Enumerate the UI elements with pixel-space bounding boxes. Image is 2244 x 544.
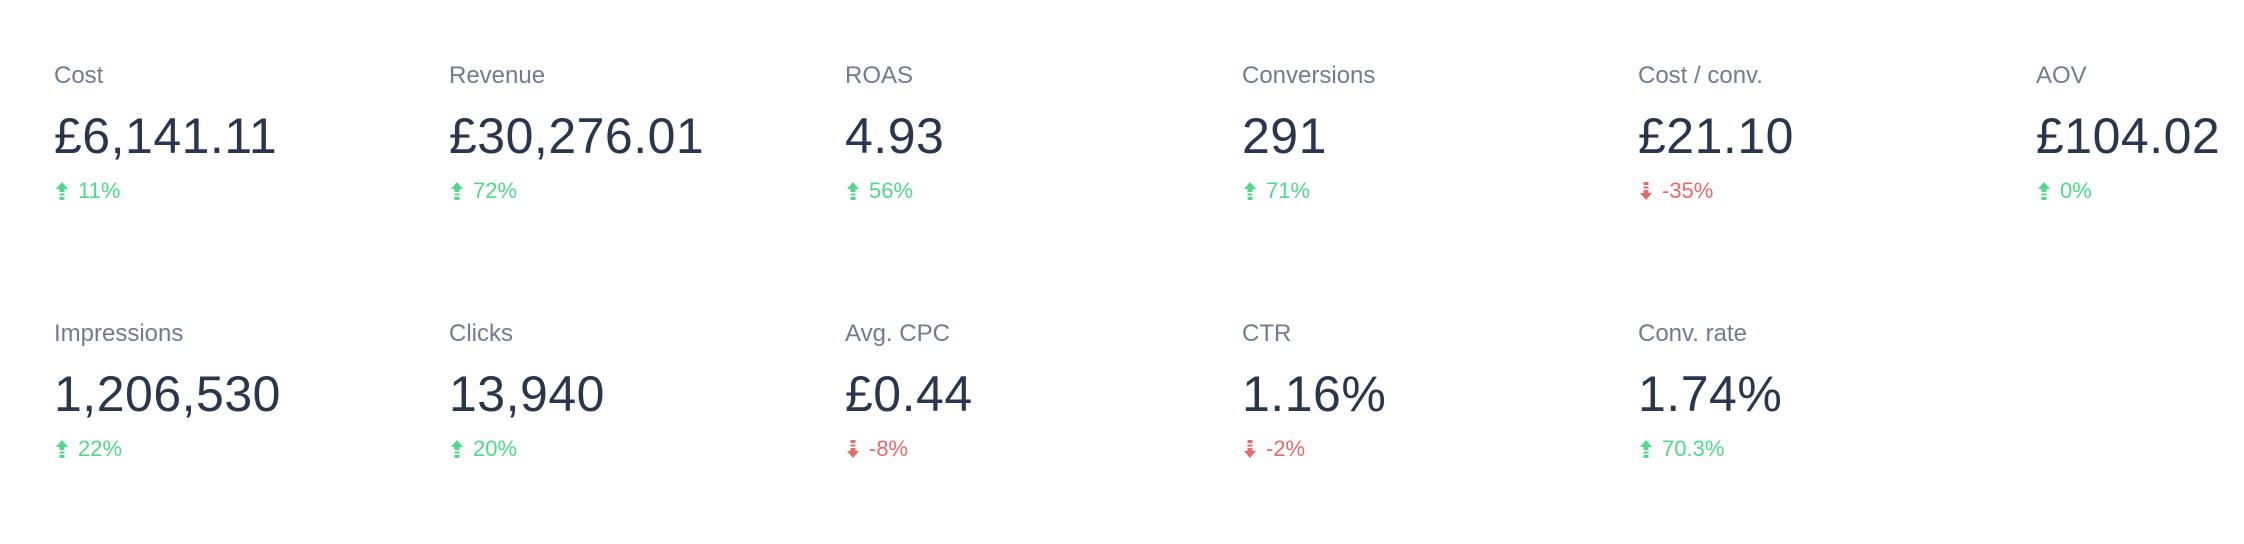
metric-value: 1.74% (1638, 366, 1783, 422)
metric-change: -8% (847, 434, 908, 464)
metric-change: 0% (2038, 176, 2092, 206)
metric-change: 22% (56, 434, 122, 464)
metric-card-cost-per-conversion: Cost / conv. £21.10 -35% (1638, 60, 1998, 230)
arrow-down-icon (1640, 182, 1652, 200)
metric-label: ROAS (845, 62, 914, 89)
metric-change-value: 0% (2060, 178, 2092, 203)
metrics-row-secondary: Impressions 1,206,530 22% Clicks 13,940 … (0, 318, 2244, 488)
metric-label: Revenue (449, 62, 546, 89)
metric-label: AOV (2036, 62, 2087, 89)
metric-value: £6,141.11 (54, 108, 278, 164)
metric-card-avg-cpc: Avg. CPC £0.44 -8% (845, 318, 1205, 488)
metric-card-conversions: Conversions 291 71% (1242, 60, 1602, 230)
metric-change: 72% (451, 176, 517, 206)
metric-change: 70.3% (1640, 434, 1724, 464)
metric-value: 1.16% (1242, 366, 1387, 422)
metric-label: Impressions (54, 320, 184, 347)
metric-value: 291 (1242, 108, 1327, 164)
metric-label: Conversions (1242, 62, 1376, 89)
metric-value: £104.02 (2036, 108, 2221, 164)
metric-label: Cost / conv. (1638, 62, 1763, 89)
metric-card-cost: Cost £6,141.11 11% (54, 60, 414, 230)
metric-card-conv-rate: Conv. rate 1.74% 70.3% (1638, 318, 1998, 488)
arrow-up-icon (56, 440, 68, 458)
metric-change: -2% (1244, 434, 1305, 464)
metric-value: £0.44 (845, 366, 973, 422)
metric-value: 4.93 (845, 108, 945, 164)
metric-value: 1,206,530 (54, 366, 281, 422)
metric-card-aov: AOV £104.02 0% (2036, 60, 2244, 230)
metric-change-value: 11% (78, 178, 121, 203)
metric-label: Clicks (449, 320, 513, 347)
arrow-down-icon (1244, 440, 1256, 458)
metric-card-ctr: CTR 1.16% -2% (1242, 318, 1602, 488)
metric-value: £30,276.01 (449, 108, 705, 164)
arrow-up-icon (1244, 182, 1256, 200)
metric-label: Conv. rate (1638, 320, 1747, 347)
metric-value: 13,940 (449, 366, 605, 422)
metric-change: 20% (451, 434, 517, 464)
metric-change-value: 20% (473, 436, 518, 461)
arrow-up-icon (451, 182, 463, 200)
metric-change-value: 70.3% (1662, 436, 1725, 461)
metric-change: 71% (1244, 176, 1310, 206)
metric-change-value: -2% (1266, 436, 1306, 461)
metric-change-value: 56% (869, 178, 914, 203)
metric-change-value: -8% (869, 436, 909, 461)
arrow-up-icon (56, 182, 68, 200)
metrics-row-primary: Cost £6,141.11 11% Revenue £30,276.01 72… (0, 60, 2244, 230)
metric-card-revenue: Revenue £30,276.01 72% (449, 60, 809, 230)
metric-label: CTR (1242, 320, 1292, 347)
arrow-up-icon (2038, 182, 2050, 200)
arrow-up-icon (847, 182, 859, 200)
arrow-up-icon (451, 440, 463, 458)
metric-change: 11% (56, 176, 120, 206)
arrow-up-icon (1640, 440, 1652, 458)
metric-change: 56% (847, 176, 913, 206)
arrow-down-icon (847, 440, 859, 458)
metric-change: -35% (1640, 176, 1713, 206)
metric-card-impressions: Impressions 1,206,530 22% (54, 318, 414, 488)
metric-label: Avg. CPC (845, 320, 950, 347)
metric-change-value: -35% (1662, 178, 1714, 203)
metric-change-value: 71% (1266, 178, 1311, 203)
metric-change-value: 72% (473, 178, 518, 203)
metric-card-clicks: Clicks 13,940 20% (449, 318, 809, 488)
metric-card-roas: ROAS 4.93 56% (845, 60, 1205, 230)
metric-value: £21.10 (1638, 108, 1794, 164)
metric-change-value: 22% (78, 436, 123, 461)
metric-label: Cost (54, 62, 104, 89)
